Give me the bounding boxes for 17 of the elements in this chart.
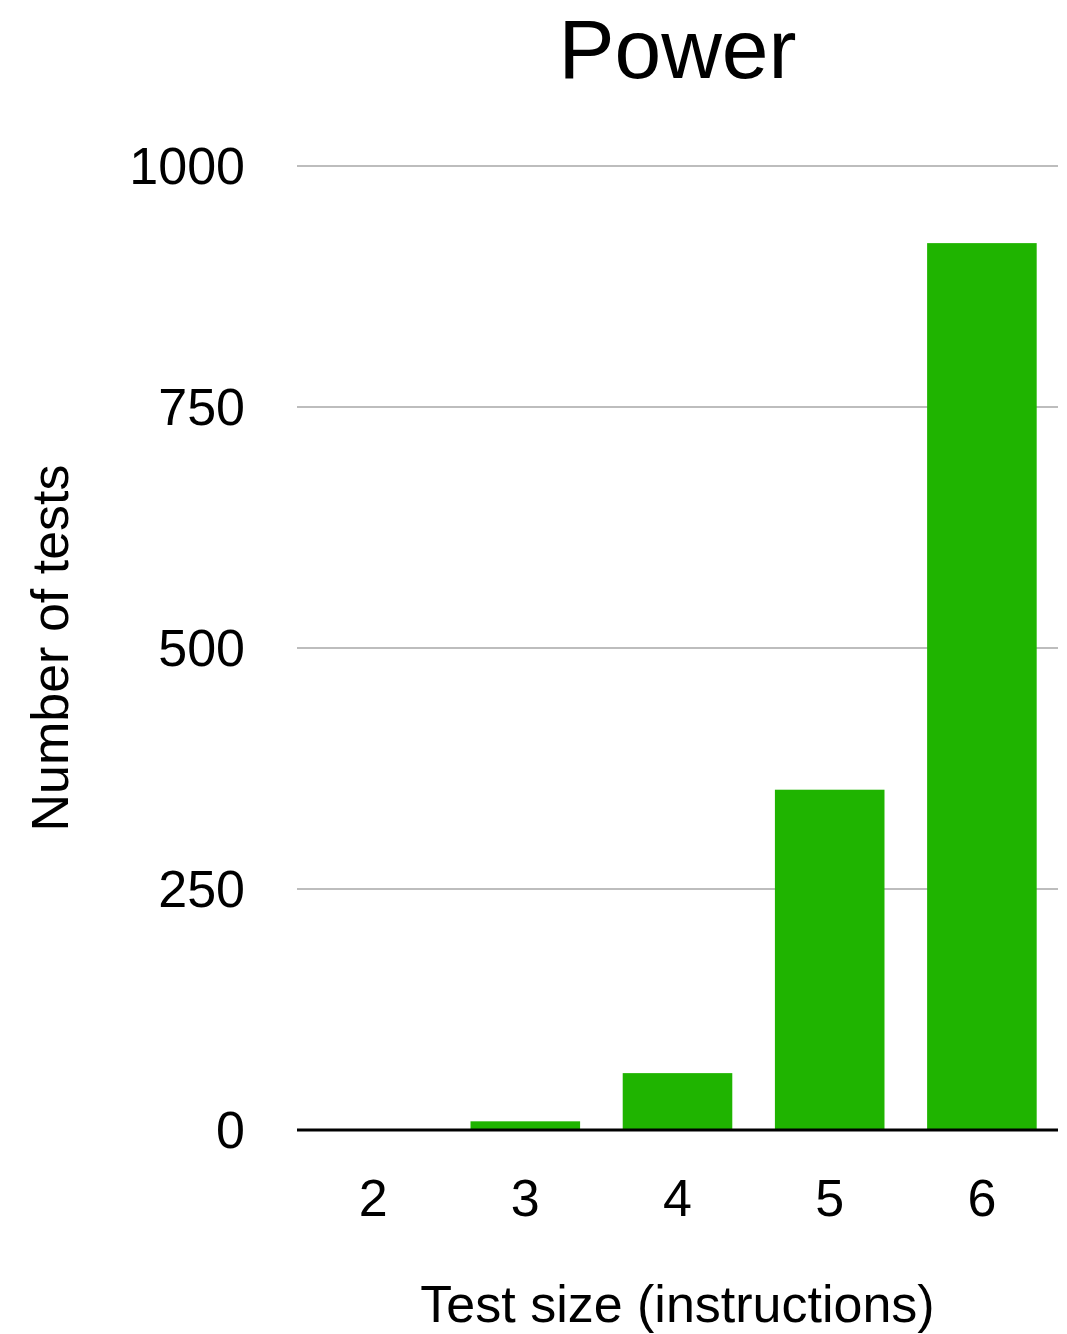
y-tick-label: 750 [158, 378, 245, 437]
bar [927, 243, 1037, 1130]
bar [774, 789, 885, 1130]
bar [622, 1073, 733, 1130]
chart-title: Power [558, 2, 797, 96]
x-tick-label: 2 [358, 1169, 388, 1228]
y-tick-label: 500 [158, 619, 245, 678]
x-tick-label: 5 [815, 1169, 845, 1228]
y-tick-label: 1000 [129, 137, 245, 196]
y-axis-title: Number of tests [21, 464, 79, 832]
y-tick-label: 0 [216, 1101, 245, 1160]
bar [470, 1121, 581, 1130]
y-tick-label: 250 [158, 860, 245, 919]
x-axis-title: Test size (instructions) [420, 1275, 935, 1333]
x-tick-label: 3 [510, 1169, 540, 1228]
x-tick-label: 4 [663, 1169, 692, 1228]
x-tick-label: 6 [967, 1169, 997, 1228]
